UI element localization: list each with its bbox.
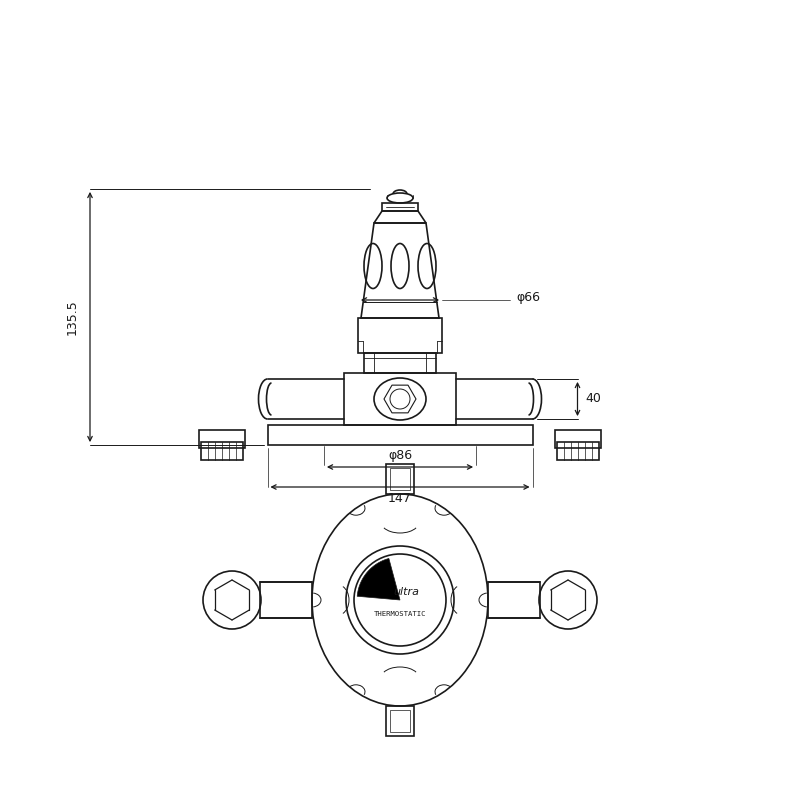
Text: φ86: φ86 [388,450,412,462]
Bar [488,582,540,618]
Text: 40: 40 [586,393,602,406]
Bar [390,468,410,490]
Bar [390,710,410,732]
Bar [386,464,414,494]
Polygon shape [357,558,400,600]
Bar [557,442,599,460]
Bar [260,582,312,618]
Text: 147: 147 [388,493,412,506]
Text: 135.5: 135.5 [66,299,78,335]
Bar [358,318,442,353]
Text: ultra: ultra [393,587,419,597]
Bar [344,373,456,425]
Text: φ66: φ66 [516,290,540,303]
Bar [555,430,601,448]
Bar [382,203,418,211]
Text: THERMOSTATIC: THERMOSTATIC [374,611,426,617]
Bar [199,430,245,448]
Bar [386,706,414,736]
Bar [364,353,436,373]
Bar [201,442,243,460]
Bar [267,425,533,445]
